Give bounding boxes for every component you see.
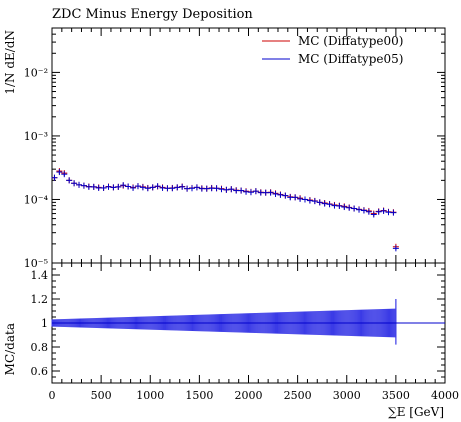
main-y-tick-label: 10⁻³ <box>24 130 48 143</box>
x-tick-label: 0 <box>49 389 56 402</box>
ratio-y-tick-label: 0.8 <box>31 341 49 354</box>
ratio-band <box>51 299 445 345</box>
ratio-y-tick-label: 1.4 <box>31 269 49 282</box>
legend: MC (Diffatype00) MC (Diffatype05) <box>262 34 403 66</box>
x-tick-label: 2000 <box>235 389 263 402</box>
x-tick-label: 3500 <box>382 389 410 402</box>
chart-title: ZDC Minus Energy Deposition <box>52 7 253 22</box>
main-y-axis-label: 1/N dE/dN <box>3 30 17 95</box>
x-tick-label: 3000 <box>333 389 361 402</box>
x-tick-label: 1000 <box>136 389 164 402</box>
main-y-tick-label: 10⁻⁴ <box>24 193 49 206</box>
main-y-tick-label: 10⁻⁵ <box>24 257 48 270</box>
ratio-y-tick-label: 1.2 <box>31 293 49 306</box>
main-y-tick-label: 10⁻² <box>24 66 48 79</box>
main-y-axis: 10⁻² 10⁻³ 10⁻⁴ 10⁻⁵ <box>24 33 445 270</box>
x-axis-label: ∑E [GeV] <box>388 405 444 419</box>
legend-label-diffatype05: MC (Diffatype05) <box>298 52 403 66</box>
ratio-y-axis-label: MC/data <box>3 323 17 375</box>
legend-label-diffatype00: MC (Diffatype00) <box>298 34 403 48</box>
x-tick-label: 2500 <box>284 389 312 402</box>
ratio-y-tick-label: 0.6 <box>31 365 49 378</box>
x-tick-label: 4000 <box>431 389 459 402</box>
x-tick-label: 500 <box>91 389 112 402</box>
data-series <box>51 168 399 252</box>
x-axis: 0 500 1000 1500 2000 2500 3000 3500 4000 <box>49 28 459 402</box>
x-tick-label: 1500 <box>185 389 213 402</box>
ratio-y-tick-label: 1 <box>41 317 48 330</box>
